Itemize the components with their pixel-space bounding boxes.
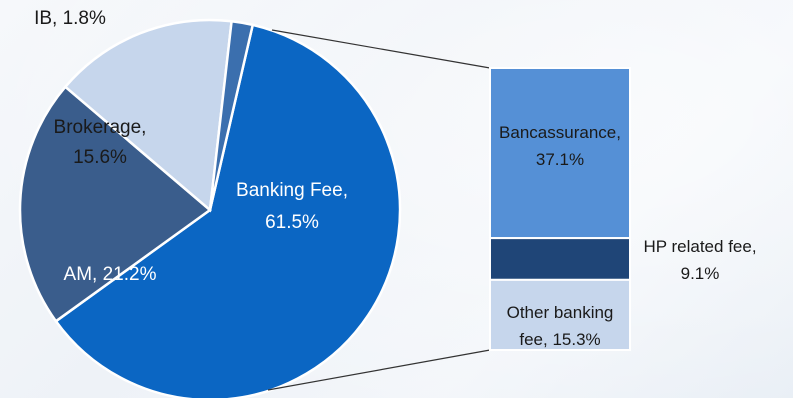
- pie-slice-banking-fee: [54, 23, 402, 398]
- bar-label-bancassurance: Bancassurance, 37.1%: [499, 123, 621, 169]
- pie-label-am: AM, 21.2%: [64, 264, 157, 285]
- bar-segment-hp-related-fee: [489, 237, 631, 281]
- labels: Banking Fee, 61.5% AM, 21.2% Brokerage, 15.6…: [34, 8, 756, 349]
- pie-label-banking-fee: Banking Fee, 61.5%: [236, 180, 348, 233]
- pie-chart: [18, 18, 402, 398]
- pie-slice-am: [18, 85, 213, 323]
- stacked-bar: [489, 67, 631, 351]
- bar-segment-other-banking-fee: [489, 278, 631, 351]
- pie-slice-ib: [208, 19, 255, 211]
- pie-slice-brokerage: [63, 18, 233, 213]
- connector-bottom: [267, 349, 491, 391]
- bar-label-other-banking-fee: Other banking fee, 15.3%: [507, 303, 614, 349]
- connector-lines: [267, 29, 491, 391]
- bar-segment-bancassurance: [489, 67, 631, 240]
- bar-label-hp-related-fee: HP related fee, 9.1%: [643, 237, 756, 283]
- pie-label-brokerage: Brokerage, 15.6%: [54, 117, 147, 168]
- connector-top: [271, 29, 491, 69]
- pie-label-ib: IB, 1.8%: [34, 8, 106, 29]
